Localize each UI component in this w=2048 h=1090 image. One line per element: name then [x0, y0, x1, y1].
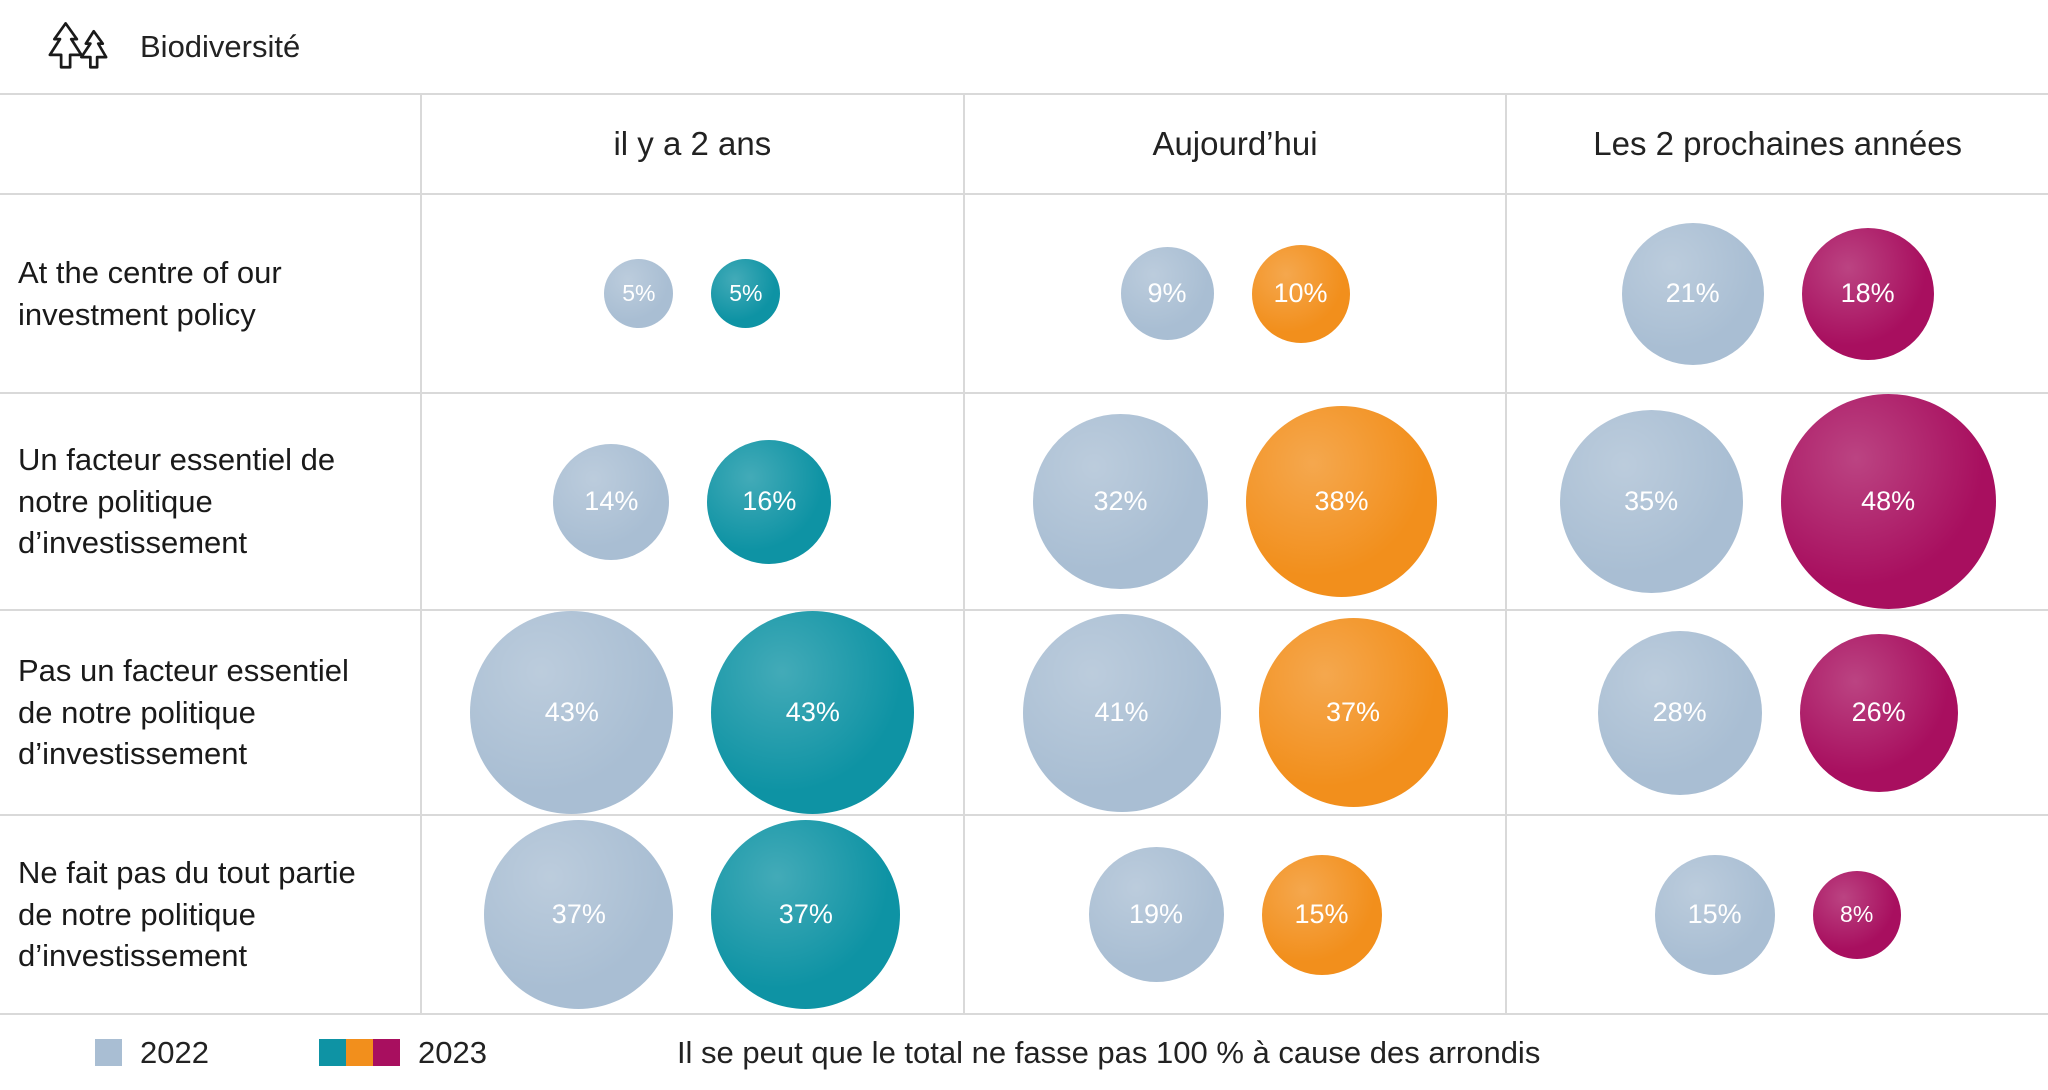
bubble-2022: 19%: [1088, 847, 1224, 982]
legend-swatch-2022: [95, 1039, 122, 1066]
table-header-row: il y a 2 ans Aujourd’hui Les 2 prochaine…: [0, 95, 2048, 195]
bubble-2023: 43%: [711, 611, 915, 814]
column-header-today: Aujourd’hui: [962, 95, 1506, 193]
bubble-value: 15%: [1687, 899, 1742, 929]
bubble-value: 41%: [1094, 697, 1149, 727]
bubble-value: 48%: [1861, 486, 1916, 516]
bubble-2023: 38%: [1246, 406, 1437, 597]
bubble-value: 18%: [1840, 278, 1895, 308]
bubble-value: 32%: [1093, 486, 1148, 516]
row-label: Ne fait pas du tout partie de notre poli…: [18, 854, 356, 974]
bubble-2023: 48%: [1780, 394, 1996, 609]
bubble-2022: 9%: [1120, 247, 1214, 340]
bubble-2022: 5%: [604, 259, 674, 328]
table-row: At the centre of our investment policy 5%…: [0, 195, 2048, 394]
bubble-2023: 15%: [1261, 854, 1382, 975]
legend-label-2023: 2023: [417, 1034, 487, 1070]
table-body: At the centre of our investment policy 5%…: [0, 195, 2048, 1015]
page-title: Biodiversité: [140, 28, 301, 64]
legend-swatch-2023-magenta: [372, 1039, 400, 1066]
legend-swatch-2023-teal: [318, 1039, 346, 1066]
bubble-cell: 35% 48%: [1505, 394, 2048, 609]
legend-label-2022: 2022: [140, 1034, 209, 1070]
bubble-value: 37%: [551, 899, 606, 929]
bubble-value: 9%: [1147, 278, 1187, 308]
bubble-value: 35%: [1624, 486, 1679, 516]
bubble-cell: 28% 26%: [1505, 611, 2048, 814]
table-row: Ne fait pas du tout partie de notre poli…: [0, 816, 2048, 1015]
bubble-2023: 26%: [1799, 633, 1958, 792]
bubble-value: 14%: [584, 486, 639, 516]
bubble-value: 43%: [785, 697, 840, 727]
bubble-cell: 19% 15%: [962, 816, 1506, 1013]
row-label: At the centre of our investment policy: [18, 254, 282, 332]
header-spacer: [0, 95, 420, 193]
bubble-2023: 10%: [1251, 244, 1350, 343]
legend: 2022 2023 Il se peut que le total ne fas…: [0, 1015, 2048, 1090]
bubble-value: 37%: [1325, 697, 1381, 727]
bubble-value: 15%: [1294, 899, 1349, 929]
chart-header: Biodiversité: [0, 0, 2048, 95]
bubble-value: 16%: [742, 486, 797, 516]
bubble-2022: 37%: [484, 820, 674, 1009]
bubble-value: 38%: [1314, 486, 1369, 516]
bubble-2022: 21%: [1621, 222, 1764, 365]
bubble-cell: 15% 8%: [1505, 816, 2048, 1013]
bubble-value: 28%: [1652, 697, 1707, 727]
bubble-2023: 37%: [711, 820, 901, 1009]
legend-item-2023: 2023: [318, 1034, 487, 1071]
bubble-cell: 32% 38%: [962, 394, 1506, 609]
bubble-2022: 35%: [1559, 410, 1743, 593]
bubble-value: 10%: [1273, 278, 1328, 308]
bubble-value: 8%: [1840, 901, 1874, 927]
bubble-2022: 32%: [1033, 414, 1208, 589]
bubble-value: 5%: [622, 280, 656, 306]
bubble-value: 26%: [1851, 697, 1906, 727]
bubble-2023: 5%: [711, 259, 781, 328]
bubble-table: il y a 2 ans Aujourd’hui Les 2 prochaine…: [0, 95, 2048, 1015]
bubble-cell: 41% 37%: [962, 611, 1506, 814]
row-label: Un facteur essentiel de notre politique …: [18, 441, 336, 561]
bubble-2022: 15%: [1654, 854, 1775, 975]
bubble-cell: 37% 37%: [420, 816, 963, 1013]
bubble-2022: 43%: [470, 611, 674, 814]
pine-trees-icon: [42, 20, 114, 74]
bubble-2022: 41%: [1022, 613, 1221, 812]
legend-item-2022: 2022: [95, 1035, 209, 1071]
bubble-value: 19%: [1128, 899, 1184, 929]
table-row: Un facteur essentiel de notre politique …: [0, 394, 2048, 611]
bubble-2023: 8%: [1812, 870, 1901, 959]
bubble-2022: 14%: [553, 443, 670, 560]
bubble-cell: 21% 18%: [1505, 195, 2048, 392]
legend-swatch-group-2023: [318, 1039, 400, 1066]
bubble-cell: 5% 5%: [420, 195, 963, 392]
bubble-2022: 28%: [1597, 630, 1762, 795]
bubble-value: 5%: [729, 280, 763, 306]
bubble-cell: 43% 43%: [420, 611, 963, 814]
row-label: Pas un facteur essentiel de notre politi…: [18, 652, 349, 772]
table-row: Pas un facteur essentiel de notre politi…: [0, 611, 2048, 816]
bubble-2023: 16%: [707, 439, 832, 564]
bubble-2023: 37%: [1258, 618, 1448, 807]
bubble-2023: 18%: [1801, 227, 1934, 360]
rounding-note: Il se peut que le total ne fasse pas 100…: [676, 1034, 1541, 1070]
column-header-two-years-ago: il y a 2 ans: [420, 95, 963, 193]
legend-swatch-2023-orange: [345, 1039, 373, 1066]
column-header-next-two-years: Les 2 prochaines années: [1505, 95, 2048, 193]
bubble-cell: 14% 16%: [420, 394, 963, 609]
bubble-value: 21%: [1665, 278, 1720, 308]
bubble-value: 43%: [544, 697, 599, 727]
bubble-value: 37%: [778, 899, 833, 929]
bubble-cell: 9% 10%: [962, 195, 1506, 392]
